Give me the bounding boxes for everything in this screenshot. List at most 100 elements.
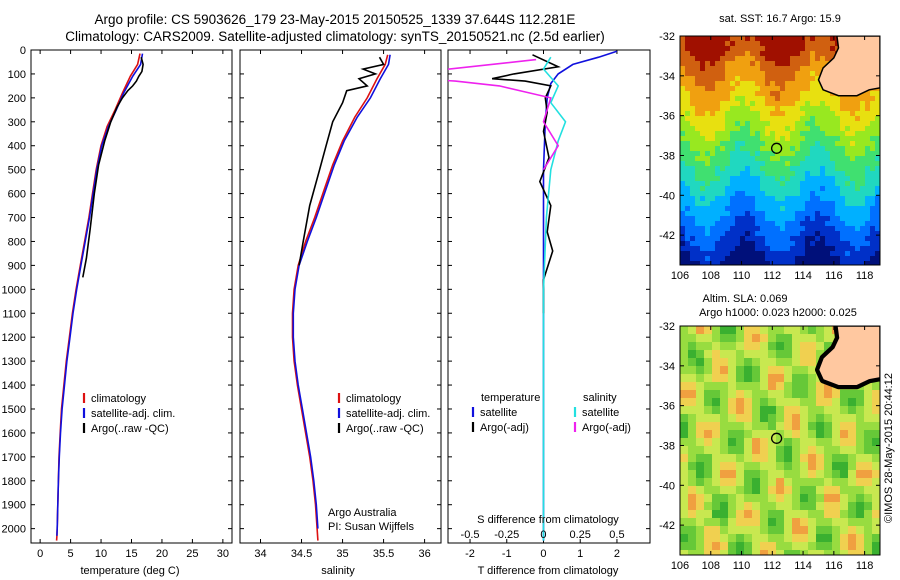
sla-cell [864, 438, 873, 447]
sst-cell [695, 181, 701, 187]
sla-cell [816, 446, 825, 455]
sst-cell [800, 221, 806, 227]
sst-cell [770, 226, 776, 232]
sst-cell [720, 176, 726, 182]
sst-cell [805, 66, 811, 72]
sst-cell [765, 106, 771, 112]
sst-cell [690, 186, 696, 192]
sst-cell [780, 61, 786, 67]
sst-cell [785, 151, 791, 157]
sst-cell [830, 216, 836, 222]
sst-cell [720, 221, 726, 227]
sst-cell [835, 261, 841, 265]
sst-cell [760, 41, 766, 47]
sla-cell [864, 390, 873, 399]
sla-cell [840, 470, 849, 479]
sst-cell [815, 171, 821, 177]
sst-cell [860, 181, 866, 187]
sla-cell [848, 438, 857, 447]
sst-cell [815, 81, 821, 87]
sla-cell [752, 518, 761, 527]
sst-cell [855, 156, 861, 162]
map-frame [679, 35, 881, 266]
sla-cell [744, 454, 753, 463]
sst-cell [745, 256, 751, 262]
sst-cell [765, 91, 771, 97]
sst-cell [715, 186, 721, 192]
sst-cell [815, 146, 821, 152]
sst-cell [860, 236, 866, 242]
sst-cell [750, 141, 756, 147]
sst-cell [690, 91, 696, 97]
sst-cell [705, 131, 711, 137]
sst-cell [825, 96, 831, 102]
sst-cell [755, 56, 761, 62]
sla-cell [856, 462, 865, 471]
sla-cell [824, 422, 833, 431]
sst-cell [760, 166, 766, 172]
sst-cell [770, 61, 776, 67]
sst-cell [795, 231, 801, 237]
sla-cell [744, 462, 753, 471]
sst-cell [815, 126, 821, 132]
sst-cell [700, 231, 706, 237]
sst-cell [850, 181, 856, 187]
sst-cell [705, 246, 711, 252]
sla-cell [680, 374, 689, 383]
sst-cell [725, 76, 731, 82]
sla-cell [728, 550, 737, 555]
sst-cell [810, 36, 816, 42]
sst-cell [875, 221, 880, 227]
sst-cell [830, 246, 836, 252]
sst-cell [835, 96, 841, 102]
sst-cell [775, 106, 781, 112]
sst-cell [680, 61, 686, 67]
sla-cell [696, 390, 705, 399]
sst-cell [720, 111, 726, 117]
sla-cell [696, 486, 705, 495]
sst-cell [745, 226, 751, 232]
sst-cell [745, 231, 751, 237]
sst-cell [740, 96, 746, 102]
sst-cell [735, 176, 741, 182]
sst-cell [810, 251, 816, 257]
sst-cell [770, 186, 776, 192]
sst-cell [865, 211, 871, 217]
sst-cell [865, 196, 871, 202]
sla-cell [712, 550, 721, 555]
sst-cell [780, 91, 786, 97]
sst-cell [865, 106, 871, 112]
sst-cell [730, 181, 736, 187]
sst-cell [745, 136, 751, 142]
sst-cell [860, 186, 866, 192]
sst-cell [785, 76, 791, 82]
sst-cell [765, 131, 771, 137]
sst-cell [765, 201, 771, 207]
sst-cell [755, 51, 761, 57]
sst-cell [760, 111, 766, 117]
sst-cell [820, 241, 826, 247]
sst-cell [830, 106, 836, 112]
sla-cell [704, 358, 713, 367]
sst-cell [810, 141, 816, 147]
sst-cell [695, 46, 701, 52]
sst-cell [775, 156, 781, 162]
sla-cell [824, 382, 833, 391]
sst-cell [695, 56, 701, 62]
sst-cell [740, 261, 746, 265]
sst-cell [680, 101, 686, 107]
sla-cell [784, 366, 793, 375]
sst-cell [720, 206, 726, 212]
sst-cell [865, 191, 871, 197]
sst-cell [715, 71, 721, 77]
sla-cell [776, 462, 785, 471]
sst-cell [765, 66, 771, 72]
sst-cell [820, 231, 826, 237]
sla-cell [696, 510, 705, 519]
sla-cell [752, 446, 761, 455]
sst-cell [790, 36, 796, 42]
sst-cell [680, 36, 686, 42]
figure-title-line1: Argo profile: CS 5903626_179 23-May-2015… [95, 12, 576, 27]
sst-cell [725, 186, 731, 192]
sst-cell [815, 236, 821, 242]
